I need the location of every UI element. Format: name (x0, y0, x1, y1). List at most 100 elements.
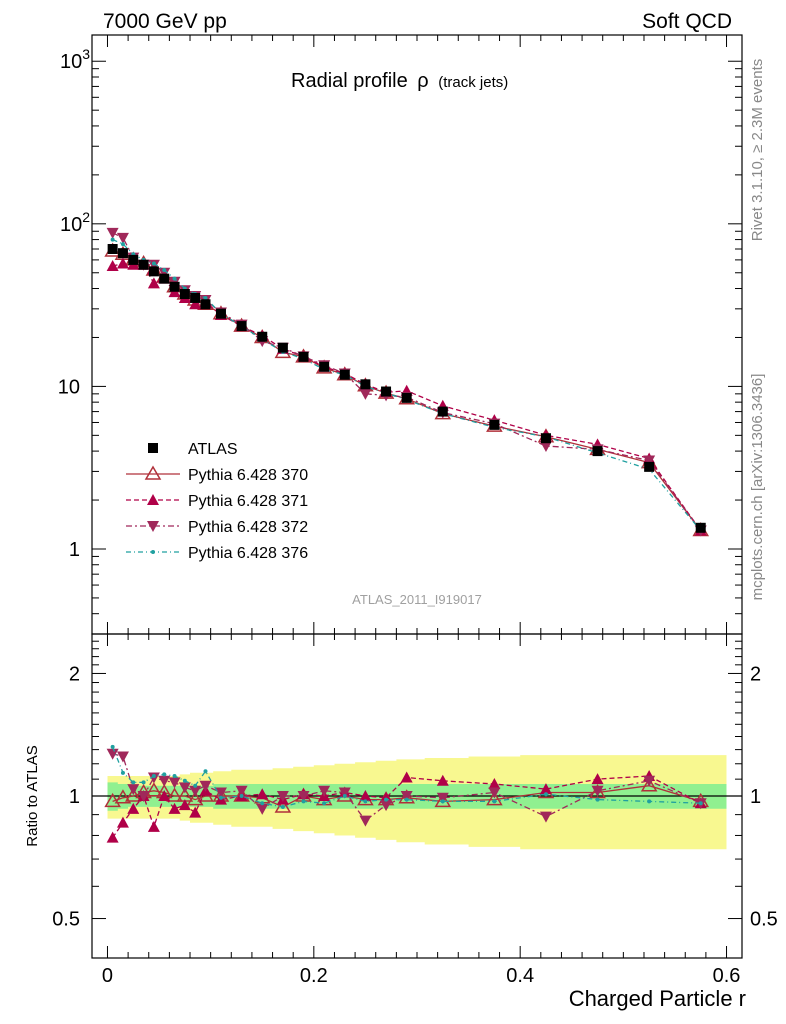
data-point (339, 369, 350, 380)
main-title: Radial profile ρ (track jets) (291, 70, 508, 92)
ratio-point (199, 780, 212, 792)
main-series-3 (106, 227, 707, 537)
ratio-point (640, 777, 658, 792)
data-point (179, 289, 190, 300)
data-point (644, 461, 655, 472)
ratio-point (539, 783, 552, 795)
data-point (489, 419, 500, 430)
tick-exponent: 3 (82, 46, 90, 62)
data-point (298, 351, 309, 362)
ratio-point (147, 772, 160, 784)
data-point (116, 232, 129, 244)
ratio-point (589, 784, 606, 799)
x-tick-label: 0 (102, 965, 113, 987)
ratio-point (398, 789, 415, 804)
ratio-point (280, 804, 285, 809)
ratio-point (436, 792, 449, 804)
data-point (189, 298, 202, 310)
ratio-point (338, 787, 351, 799)
ratio-point (203, 769, 208, 774)
ratio-point (400, 791, 413, 802)
legend-entry: ATLAS (148, 441, 238, 458)
ratio-y-tick-label-right: 0.5 (750, 909, 778, 931)
data-point (215, 308, 226, 319)
data-point (117, 248, 128, 259)
data-point (401, 392, 412, 403)
ratio-point (162, 772, 167, 777)
tick-exponent: 2 (82, 209, 90, 225)
data-point (148, 266, 159, 277)
legend: ATLAS Pythia 6.428 370 Pythia 6.428 371 Pyt… (126, 441, 308, 562)
data-point (172, 276, 177, 281)
ratio-series-3 (110, 744, 703, 809)
ratio-y-axis-label: Ratio to ATLAS (24, 745, 41, 846)
ratio-point (151, 773, 156, 778)
ratio-point (591, 773, 604, 785)
data-point (643, 455, 656, 467)
data-point (359, 388, 372, 400)
ratio-point (214, 787, 227, 799)
ratio-point (256, 803, 269, 815)
main-y-tick-label: 10 (58, 376, 80, 398)
legend-marker (144, 465, 162, 480)
ratio-point (400, 771, 413, 783)
ratio-point (158, 790, 171, 801)
x-axis-label: Charged Particle r (569, 986, 746, 1011)
x-tick-label: 0.4 (506, 965, 534, 987)
ratio-y-tick-label-right: 1 (750, 786, 761, 808)
ratio-y-tick-label-right: 2 (750, 663, 761, 685)
legend-label: Pythia 6.428 376 (188, 545, 308, 562)
ratio-point (595, 797, 600, 802)
ratio-point (168, 777, 181, 789)
ratio-y-tick-label: 0.5 (52, 909, 80, 931)
ratio-point (137, 791, 150, 802)
series-line (112, 239, 702, 531)
data-point (120, 242, 125, 247)
x-tick-label: 0.2 (300, 965, 328, 987)
data-point (437, 406, 448, 417)
series-line (112, 262, 702, 531)
data-point (190, 292, 201, 303)
ratio-point (492, 799, 497, 804)
ratio-point (486, 791, 503, 806)
ratio-point (380, 800, 393, 812)
ratio-point (698, 801, 703, 806)
header-left: 7000 GeV pp (103, 10, 227, 33)
data-point (106, 227, 119, 239)
analysis-label: ATLAS_2011_I919017 (352, 592, 482, 607)
legend-entry: Pythia 6.428 372 (126, 519, 308, 536)
ratio-point (363, 799, 368, 804)
data-point (381, 386, 392, 397)
ratio-point (301, 799, 306, 804)
ratio-point (104, 792, 121, 808)
data-point (319, 361, 330, 372)
ratio-point (145, 782, 163, 797)
ratio-point (434, 792, 452, 808)
rivet-version-text: Rivet 3.1.10, ≥ 2.3M events (749, 59, 766, 242)
ratio-point (384, 797, 389, 802)
data-point (200, 299, 211, 310)
data-point (158, 267, 171, 279)
ratio-point (168, 802, 181, 814)
series-line (112, 232, 702, 531)
ratio-point (297, 791, 310, 802)
legend-entry: Pythia 6.428 370 (126, 465, 308, 484)
ratio-point (342, 794, 347, 798)
ratio-series-2 (106, 748, 707, 827)
ratio-point (591, 785, 604, 797)
data-point (169, 281, 180, 292)
ratio-point (359, 790, 372, 801)
ratio-point (127, 802, 140, 814)
ratio-point (186, 791, 204, 806)
ratio-point (189, 806, 202, 818)
ratio-point (256, 788, 269, 800)
data-point (236, 321, 247, 332)
tick-base: 10 (60, 214, 82, 236)
legend-marker (147, 494, 159, 505)
main-y-tick-label: 102 (60, 209, 90, 236)
legend-marker (151, 550, 155, 554)
ratio-point (218, 795, 223, 800)
ratio-point (178, 799, 191, 811)
ratio-point (488, 787, 501, 799)
